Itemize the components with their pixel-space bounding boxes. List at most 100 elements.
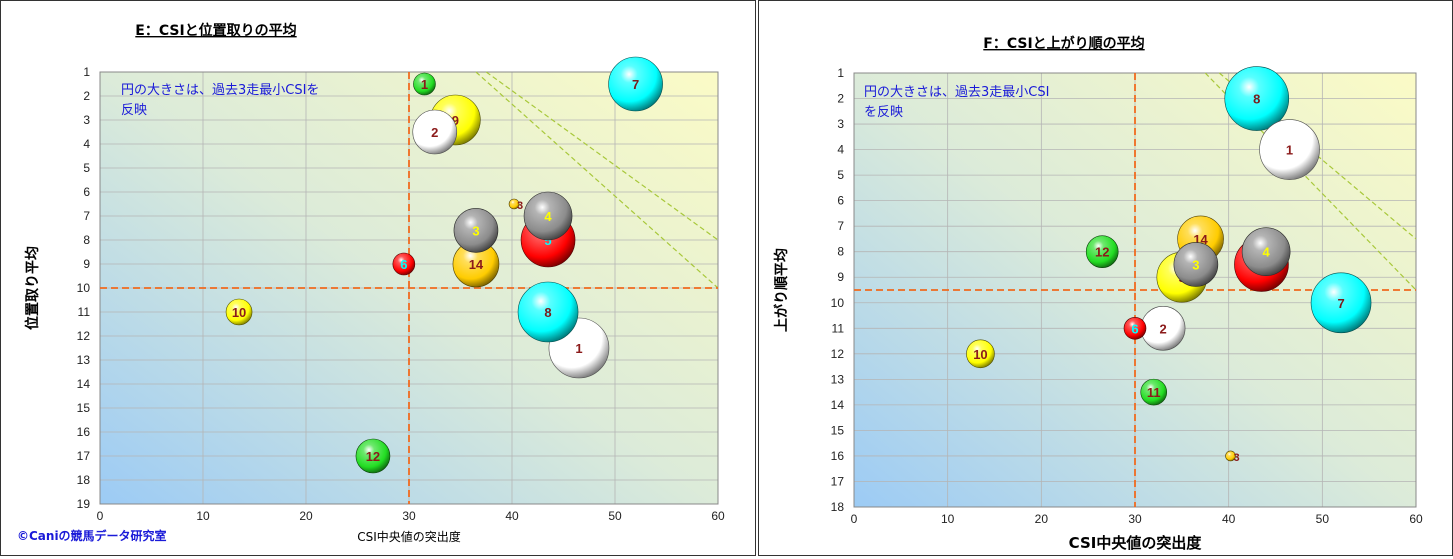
y-tick-label: 4 — [837, 143, 844, 157]
bubble-8 — [1224, 66, 1290, 131]
x-tick-label: 50 — [608, 509, 622, 523]
y-tick-label: 6 — [837, 194, 844, 208]
x-tick-label: 10 — [941, 512, 955, 526]
y-tick-label: 11 — [78, 305, 91, 319]
y-tick-label: 8 — [83, 233, 90, 247]
y-tick-label: 16 — [77, 425, 91, 439]
x-tick-label: 60 — [711, 509, 725, 523]
y-tick-label: 2 — [837, 92, 844, 106]
size-note: 円の大きさは、過去3走最小CSIを — [121, 83, 319, 98]
y-tick-label: 17 — [831, 474, 845, 488]
bubble-label: 4 — [544, 209, 552, 224]
size-note: 円の大きさは、過去3走最小CSI — [864, 85, 1049, 100]
x-tick-label: 20 — [1035, 512, 1049, 526]
bubble-2 — [412, 109, 458, 155]
bubble-4 — [523, 191, 573, 241]
bubble-3 — [1225, 450, 1236, 462]
y-tick-label: 13 — [831, 372, 845, 386]
x-tick-label: 40 — [505, 509, 519, 523]
chart-panel-f: F：CSIと上がり順の平均 0 10 20 30 40 50 60 1 2 3 4 5 6 7 8 9 10 11 1… — [758, 0, 1453, 556]
y-axis-label: 上がり順平均 — [773, 248, 790, 332]
y-tick-label: 9 — [83, 257, 90, 271]
y-tick-label: 8 — [837, 245, 844, 259]
y-tick-label: 18 — [77, 473, 91, 487]
chart-title: E：CSIと位置取りの平均 — [135, 22, 296, 39]
bubble-label: 3 — [472, 223, 479, 238]
bubble-11 — [1140, 378, 1168, 406]
bubble-3 — [1173, 242, 1219, 287]
y-tick-label: 18 — [831, 500, 845, 514]
bubble-12 — [355, 438, 391, 474]
x-tick-label: 20 — [299, 509, 313, 523]
y-tick-label: 7 — [837, 219, 844, 233]
y-tick-label: 3 — [837, 117, 844, 131]
bubble-label: 5 — [544, 233, 551, 248]
bubble-4 — [1241, 227, 1291, 277]
y-tick-label: 10 — [77, 281, 91, 295]
bubble-label: 3 — [517, 200, 523, 212]
x-tick-label: 60 — [1409, 512, 1423, 526]
bubble-label: 1 — [1286, 143, 1293, 158]
bubble-3 — [453, 208, 499, 253]
bubble-10 — [225, 298, 253, 326]
chart-panel-e: E：CSIと位置取りの平均 0 10 20 30 40 50 60 1 2 3 4 5 6 7 8 9 10 11 1… — [0, 0, 756, 556]
bubble-label: 12 — [366, 449, 380, 464]
bubble-label: 14 — [469, 257, 484, 272]
y-axis-label: 位置取り平均 — [24, 246, 41, 330]
bubble-7 — [608, 56, 663, 112]
bubble-label: 4 — [1263, 245, 1271, 260]
bubble-label: 6 — [400, 257, 407, 272]
bubble-label: 2 — [1159, 321, 1166, 336]
bubble-label: 10 — [973, 347, 987, 362]
x-tick-label: 10 — [196, 509, 210, 523]
y-tick-label: 12 — [77, 329, 91, 343]
y-tick-label: 14 — [831, 398, 845, 412]
y-tick-label: 1 — [837, 66, 844, 80]
chart-title: F：CSIと上がり順の平均 — [983, 35, 1144, 52]
y-tick-label: 15 — [77, 401, 91, 415]
bubble-label: 12 — [1095, 245, 1109, 260]
y-tick-label: 3 — [83, 113, 90, 127]
bubble-6 — [1123, 316, 1147, 340]
y-tick-label: 9 — [837, 270, 844, 284]
y-tick-label: 17 — [77, 449, 91, 463]
bubble-label: 1 — [421, 77, 428, 92]
y-tick-label: 14 — [77, 377, 91, 391]
y-tick-label: 13 — [77, 353, 91, 367]
x-tick-label: 40 — [1222, 512, 1236, 526]
x-tick-label: 30 — [1128, 512, 1142, 526]
bubble-label: 10 — [232, 305, 246, 320]
y-tick-label: 5 — [837, 168, 844, 182]
y-tick-label: 16 — [831, 449, 845, 463]
y-tick-label: 7 — [83, 209, 90, 223]
bubble-label: 2 — [431, 125, 438, 140]
bubble-label: 6 — [1131, 321, 1138, 336]
y-tick-label: 4 — [83, 137, 90, 151]
x-tick-label: 0 — [851, 512, 858, 526]
bubble-label: 7 — [1337, 296, 1344, 311]
bubble-1 — [1259, 119, 1320, 180]
bubble-label: 8 — [544, 305, 551, 320]
bubble-8 — [517, 281, 579, 343]
y-tick-label: 10 — [831, 296, 845, 310]
bubble-6 — [392, 252, 416, 276]
x-tick-label: 50 — [1316, 512, 1330, 526]
bubble-3 — [508, 198, 520, 210]
y-tick-label: 6 — [83, 185, 90, 199]
bubble-label: 11 — [1147, 385, 1161, 400]
bubble-label: 8 — [1253, 92, 1260, 107]
credit-text: ©Caniの競馬データ研究室 — [17, 528, 167, 543]
y-tick-label: 11 — [832, 321, 845, 335]
size-note: を反映 — [864, 105, 903, 120]
diagonal-guide-line — [475, 71, 719, 289]
x-tick-label: 30 — [402, 509, 416, 523]
x-axis-label: CSI中央値の突出度 — [1069, 534, 1203, 552]
bubble-12 — [1085, 235, 1119, 269]
bubble-label: 1 — [575, 341, 582, 356]
x-axis-label: CSI中央値の突出度 — [357, 529, 461, 544]
bubble-label: 9 — [452, 113, 459, 128]
y-tick-label: 15 — [831, 423, 845, 437]
bubble-label: 3 — [1192, 257, 1199, 272]
